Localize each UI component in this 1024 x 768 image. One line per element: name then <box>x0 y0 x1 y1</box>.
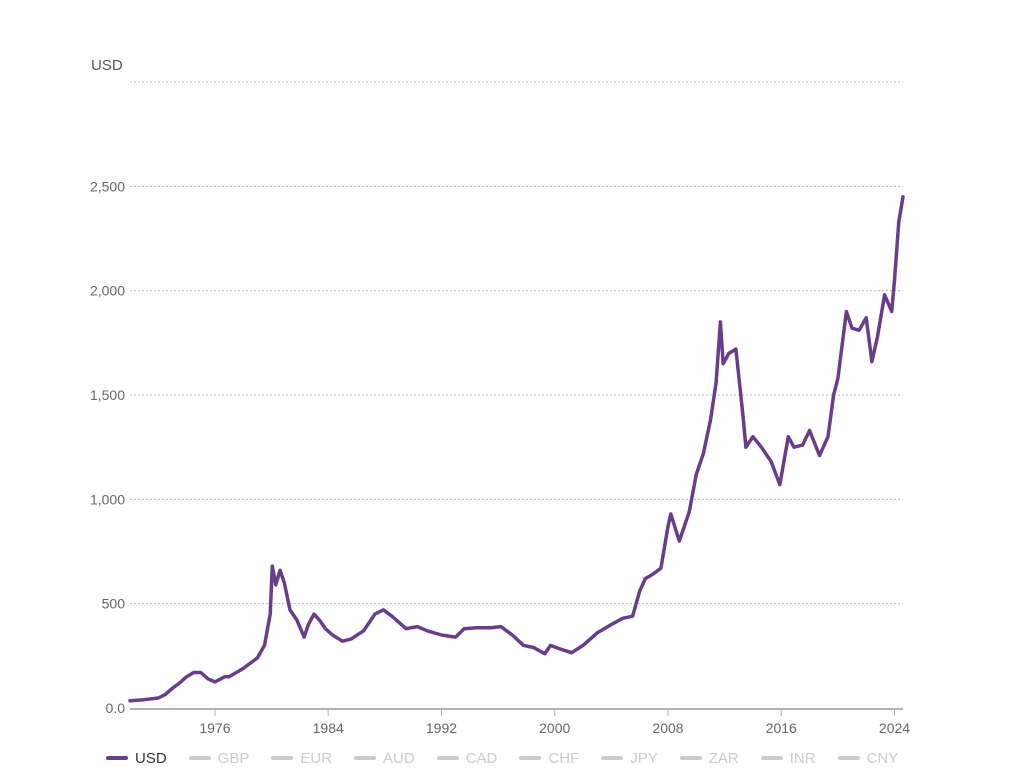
grid-lines <box>130 81 903 605</box>
legend-item-gbp[interactable]: GBP <box>188 749 250 767</box>
x-tick-label: 2024 <box>879 720 910 736</box>
legend-label: ZAR <box>708 749 739 767</box>
series-lines <box>128 195 905 703</box>
legend-label: CNY <box>866 749 899 767</box>
y-tick-label: 500 <box>102 596 126 612</box>
y-tick-label: 2,500 <box>90 178 125 194</box>
legend-label: CAD <box>465 749 498 767</box>
x-tick-label: 2008 <box>652 720 683 736</box>
legend-item-inr[interactable]: INR <box>760 749 816 767</box>
legend-item-jpy[interactable]: JPY <box>601 750 658 767</box>
legend-item-usd[interactable]: USD <box>106 750 167 767</box>
legend-label: EUR <box>300 749 333 767</box>
legend-item-eur[interactable]: EUR <box>271 750 332 767</box>
legend-item-aud[interactable]: AUD <box>354 750 415 767</box>
legend-swatch <box>436 756 459 760</box>
x-tick-label: 1976 <box>199 720 230 736</box>
y-tick-label: 1,500 <box>90 387 125 403</box>
legend-label: JPY <box>630 749 658 767</box>
legend-label: INR <box>789 749 816 767</box>
legend-item-cad[interactable]: CAD <box>436 749 498 767</box>
x-tick-label: 2000 <box>539 720 570 736</box>
legend-item-cny[interactable]: CNY <box>837 749 899 767</box>
series-line-usd <box>128 195 905 703</box>
legend-swatch <box>106 756 128 760</box>
legend-swatch <box>601 756 624 760</box>
legend-swatch <box>760 756 783 760</box>
y-axis-unit-label: USD <box>91 57 123 74</box>
legend-label: USD <box>135 749 167 767</box>
x-tick-label: 1984 <box>313 720 344 736</box>
x-tick-label: 1992 <box>426 720 457 736</box>
legend-swatch <box>271 756 294 760</box>
legend-swatch <box>188 756 211 760</box>
legend-label: GBP <box>217 749 250 767</box>
legend-swatch <box>837 756 860 760</box>
legend-item-chf[interactable]: CHF <box>519 750 579 767</box>
y-tick-label: 0.0 <box>106 700 126 716</box>
legend-swatch <box>679 756 702 760</box>
y-axis-ticks: 0.0 500 1,000 1,500 2,000 2,500 <box>90 178 125 716</box>
y-tick-label: 2,000 <box>90 283 125 299</box>
legend-swatch <box>519 756 542 760</box>
x-tick-label: 2016 <box>766 720 797 736</box>
y-tick-label: 1,000 <box>90 491 125 507</box>
legend-swatch <box>354 756 377 760</box>
x-axis-ticks: 1976 1984 1992 2000 2008 2016 2024 <box>199 710 910 736</box>
legend-item-zar[interactable]: ZAR <box>679 749 739 767</box>
legend-label: AUD <box>383 749 415 767</box>
legend-label: CHF <box>548 749 580 767</box>
legend: USD GBP EUR AUD CAD CHF JPY ZAR INR CNY <box>106 748 920 768</box>
